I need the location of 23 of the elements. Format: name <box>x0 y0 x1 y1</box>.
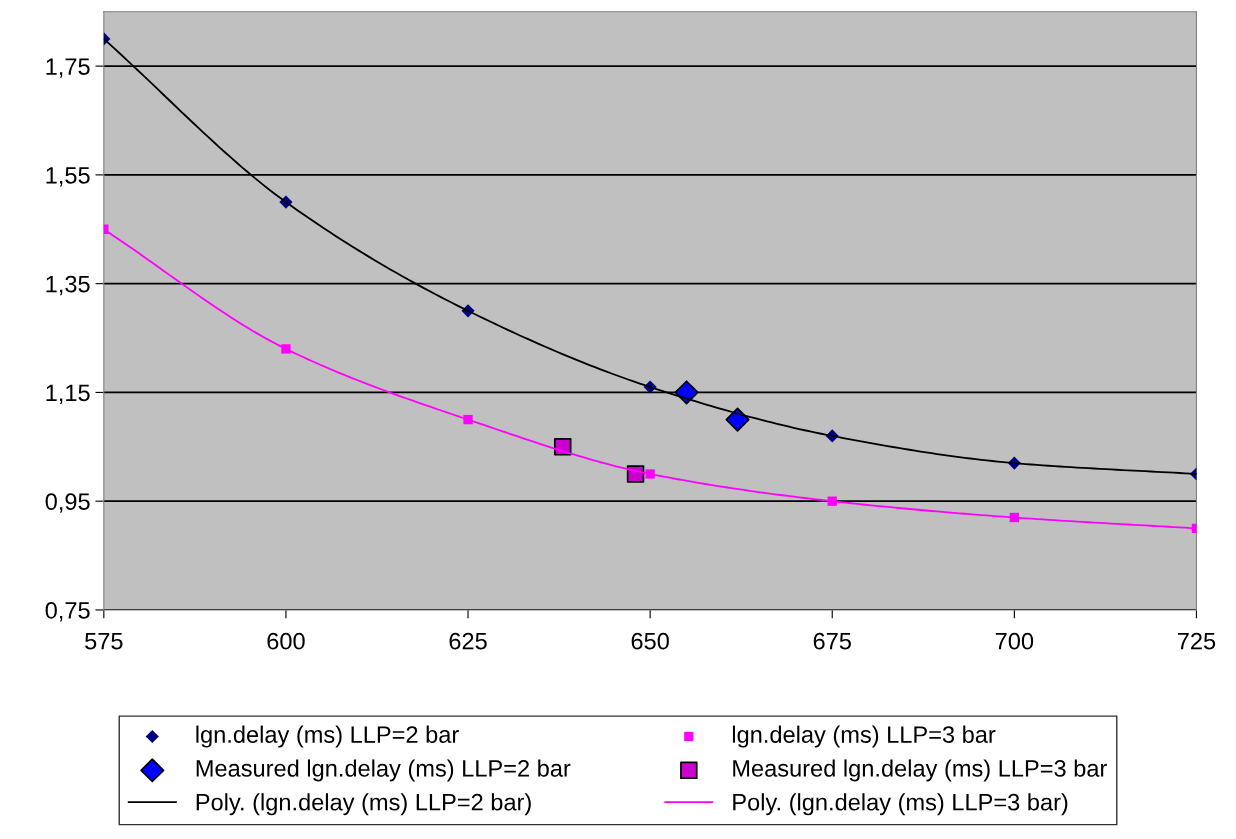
legend-label: lgn.delay (ms) LLP=3 bar <box>732 725 996 748</box>
x-tick-label: 600 <box>267 632 305 650</box>
legend-label: lgn.delay (ms) LLP=2 bar <box>196 725 459 748</box>
point <box>674 380 699 405</box>
y-tick-label: 1,55 <box>46 167 90 187</box>
legend-label: Poly. (lgn.delay (ms) LLP=2 bar) <box>196 793 531 816</box>
y-tick-label: 1,15 <box>46 384 90 404</box>
x-tick-label: 675 <box>813 632 851 650</box>
point <box>645 469 655 479</box>
x-tick-label: 700 <box>995 632 1034 650</box>
legend-label: Poly. (lgn.delay (ms) LLP=3 bar) <box>733 793 1068 816</box>
y-tick-label: 0,75 <box>45 602 90 622</box>
y-tick-label: 0,95 <box>45 493 90 513</box>
point <box>281 344 291 354</box>
x-tick-label: 725 <box>1177 632 1216 650</box>
point <box>725 407 750 432</box>
legend-label: Measured lgn.delay (ms) LLP=3 bar <box>733 759 1107 782</box>
legend-label: Measured lgn.delay (ms) LLP=2 bar <box>196 759 571 782</box>
x-tick-label: 575 <box>85 633 123 650</box>
y-tick-label: 1,75 <box>46 58 90 78</box>
y-tick-label: 1,35 <box>46 275 90 296</box>
x-tick-label: 650 <box>631 632 669 650</box>
x-tick-label: 625 <box>449 632 487 650</box>
